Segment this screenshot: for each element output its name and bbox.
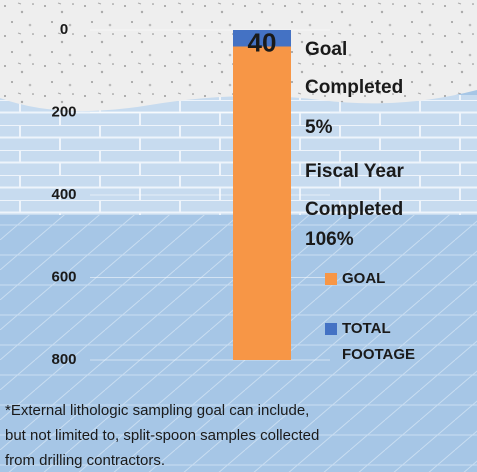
annotation: Fiscal Year: [305, 161, 405, 182]
y-tick-label: 400: [51, 186, 76, 203]
legend-label: GOAL: [342, 266, 452, 292]
annotation: Completed: [305, 199, 403, 220]
y-tick-label: 200: [51, 103, 76, 120]
legend-swatch: [325, 273, 337, 285]
y-tick-label: 0: [60, 21, 68, 38]
footnote: from drilling contractors.: [5, 452, 165, 469]
bar: [233, 30, 291, 360]
annotation: Completed: [305, 77, 403, 98]
footnote: *External lithologic sampling goal can i…: [5, 402, 309, 419]
legend-label: TOTAL FOOTAGE: [342, 316, 452, 368]
y-tick-label: 800: [51, 351, 76, 368]
y-tick-label: 600: [51, 268, 76, 285]
chart: 0 200 400 600 800 40 Goal Completed 5% Fiscal Y…: [0, 0, 477, 472]
chart-page: 0 200 400 600 800 40 Goal Completed 5% Fiscal Y…: [0, 0, 477, 472]
annotation: 106%: [305, 229, 354, 250]
legend-swatch: [325, 323, 337, 335]
annotation: 5%: [305, 117, 333, 138]
annotation: Goal: [305, 39, 347, 60]
value-label: 40: [248, 27, 277, 57]
footnote: but not limited to, split-spoon samples …: [5, 427, 319, 444]
